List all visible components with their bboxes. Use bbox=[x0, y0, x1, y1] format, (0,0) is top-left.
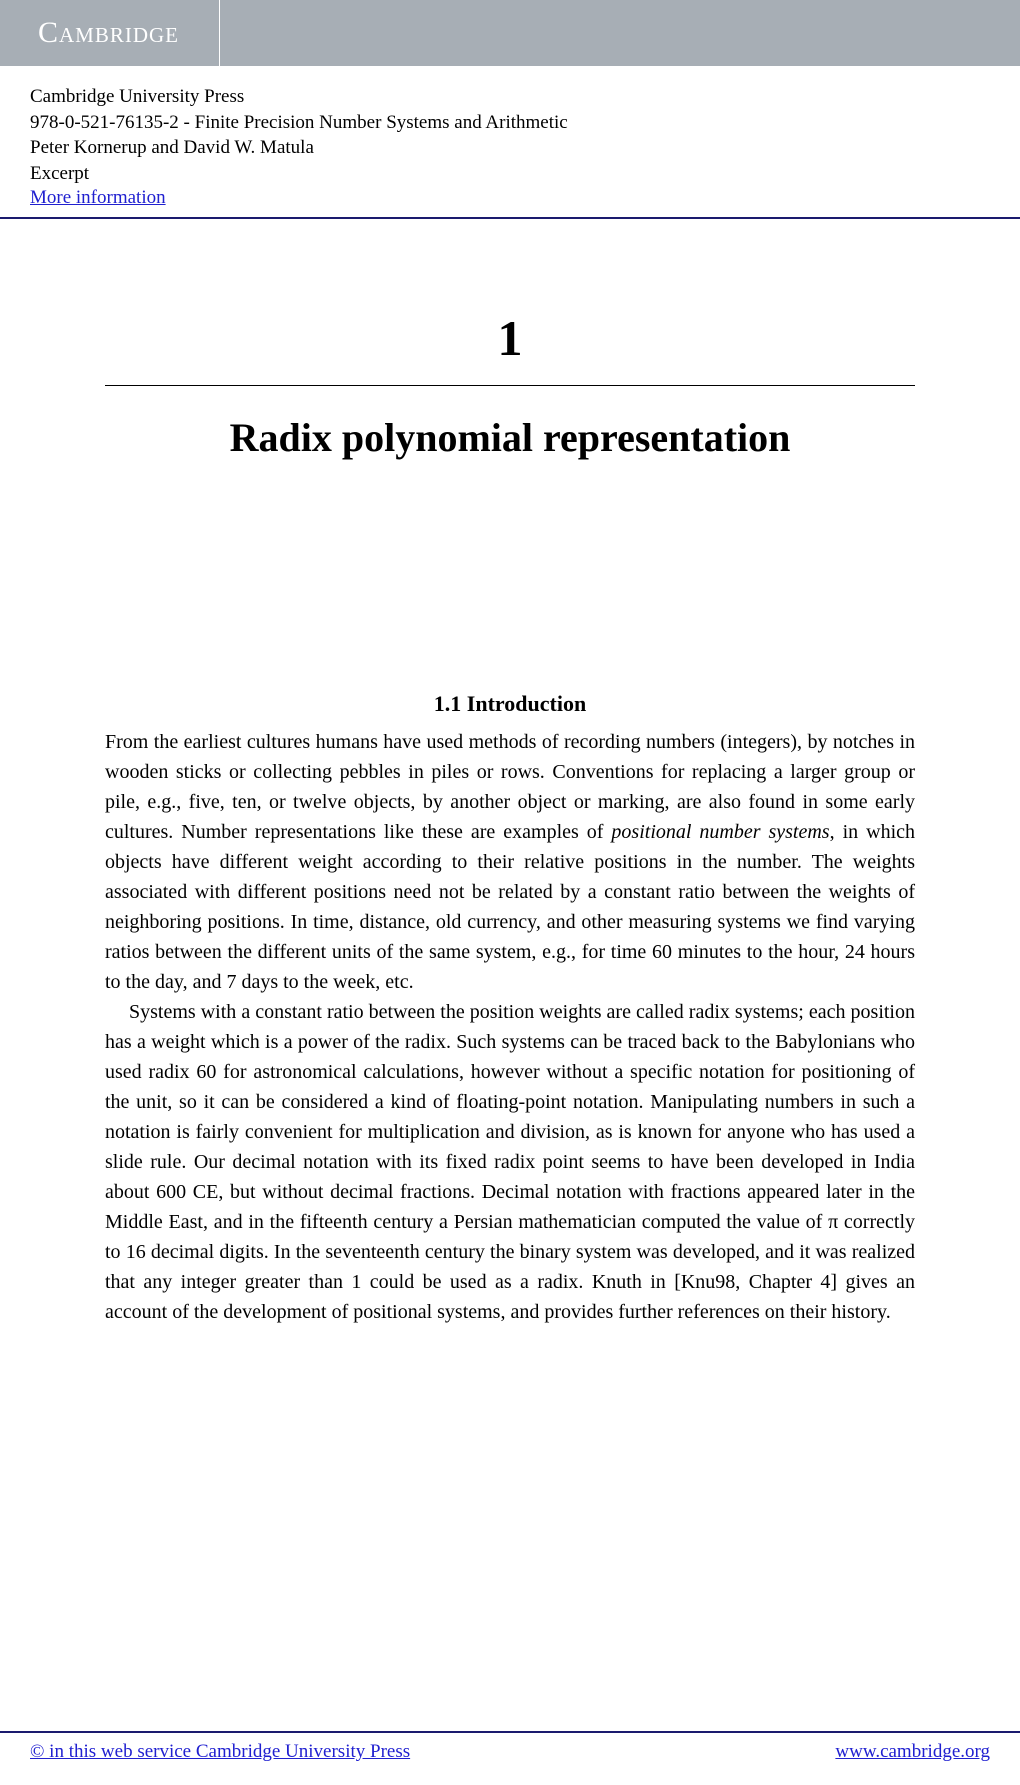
chapter-number: 1 bbox=[105, 309, 915, 367]
publisher-header-bar: Cambridge bbox=[0, 0, 1020, 66]
excerpt-label: Excerpt bbox=[30, 161, 990, 187]
more-information-link[interactable]: More information bbox=[30, 187, 166, 208]
website-link[interactable]: www.cambridge.org bbox=[835, 1741, 990, 1763]
paragraph-2: Systems with a constant ratio between th… bbox=[105, 997, 915, 1327]
main-content: 1 Radix polynomial representation 1.1 In… bbox=[0, 219, 1020, 1327]
paragraph-1-cont: , in which objects have different weight… bbox=[105, 821, 915, 993]
paragraph-1: From the earliest cultures humans have u… bbox=[105, 727, 915, 997]
authors: Peter Kornerup and David W. Matula bbox=[30, 135, 990, 161]
header-divider bbox=[219, 0, 220, 66]
publisher-name: Cambridge University Press bbox=[30, 84, 990, 110]
chapter-divider bbox=[105, 385, 915, 386]
paragraph-2-text: Systems with a constant ratio between th… bbox=[105, 1001, 915, 1323]
copyright-link[interactable]: © in this web service Cambridge Universi… bbox=[30, 1741, 410, 1763]
publisher-logo: Cambridge bbox=[38, 16, 179, 50]
isbn-title: 978-0-521-76135-2 - Finite Precision Num… bbox=[30, 110, 990, 136]
paragraph-1-italic: positional number systems bbox=[611, 821, 829, 843]
section-heading: 1.1 Introduction bbox=[105, 691, 915, 717]
page-footer: © in this web service Cambridge Universi… bbox=[0, 1731, 1020, 1763]
book-meta-block: Cambridge University Press 978-0-521-761… bbox=[0, 66, 1020, 219]
chapter-title: Radix polynomial representation bbox=[105, 414, 915, 461]
